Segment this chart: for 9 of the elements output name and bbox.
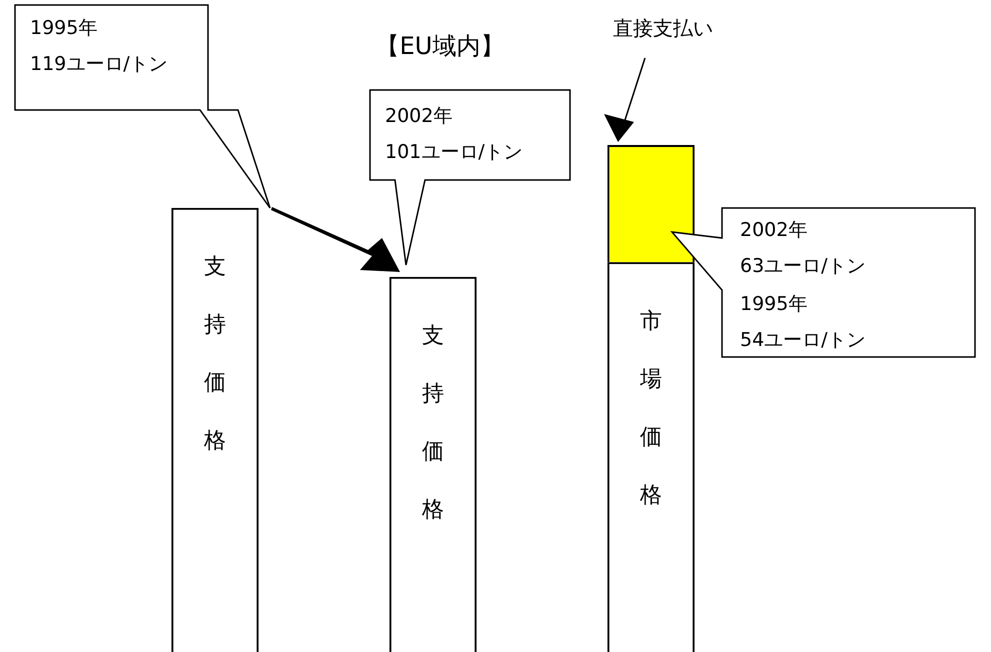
annotation: 2002年 101ユーロ/トン [385,104,523,165]
annotation: 2002年 63ユーロ/トン [740,218,866,279]
category-label: 支持価格 [204,254,226,454]
category-label: 支持価格 [422,324,444,523]
category-label: 市場価格 [640,308,662,508]
text: 直接支払い [613,16,713,40]
chart-title: 【EU域内】 [374,31,506,62]
annotation: 1995年 54ユーロ/トン [740,292,866,353]
text: 1995年 119ユーロ/トン [30,16,168,77]
